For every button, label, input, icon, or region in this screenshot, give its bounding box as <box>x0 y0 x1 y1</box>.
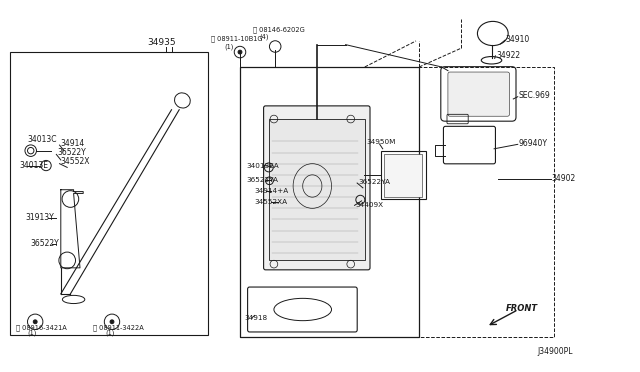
Text: 34950M: 34950M <box>366 139 396 145</box>
Text: 34935: 34935 <box>147 38 176 47</box>
Text: Ⓑ 08146-6202G: Ⓑ 08146-6202G <box>253 26 305 33</box>
Circle shape <box>33 320 37 324</box>
Circle shape <box>110 320 114 324</box>
Text: 36522YA: 36522YA <box>246 177 278 183</box>
Text: Ⓝ 08911-3422A: Ⓝ 08911-3422A <box>93 324 143 331</box>
Text: 36522Y: 36522Y <box>58 148 86 157</box>
Text: 31913Y: 31913Y <box>26 213 54 222</box>
Text: 34914: 34914 <box>61 139 85 148</box>
Text: 96940Y: 96940Y <box>518 139 547 148</box>
Text: 34013EA: 34013EA <box>246 163 279 169</box>
Text: 34922: 34922 <box>497 51 521 60</box>
Text: Ⓞ 08916-3421A: Ⓞ 08916-3421A <box>16 324 67 331</box>
Text: SEC.969: SEC.969 <box>518 92 550 100</box>
Bar <box>269 119 365 260</box>
Text: 36522Y: 36522Y <box>30 239 59 248</box>
Text: 34013C: 34013C <box>28 135 57 144</box>
Text: 34409X: 34409X <box>355 202 383 208</box>
FancyBboxPatch shape <box>448 72 509 116</box>
Text: 34910: 34910 <box>506 35 530 44</box>
Text: (1): (1) <box>27 330 36 336</box>
Text: FRONT: FRONT <box>506 304 538 312</box>
Text: 34914+A: 34914+A <box>254 188 289 194</box>
Text: 34902: 34902 <box>552 174 576 183</box>
Text: (1): (1) <box>224 43 234 50</box>
Bar <box>240 67 419 337</box>
Text: 36522YA: 36522YA <box>358 179 390 185</box>
FancyBboxPatch shape <box>264 106 370 270</box>
Text: 34013E: 34013E <box>19 161 48 170</box>
Bar <box>381 151 426 199</box>
Circle shape <box>238 50 242 54</box>
Text: J34900PL: J34900PL <box>538 347 573 356</box>
Text: 34552XA: 34552XA <box>254 199 287 205</box>
Text: 34552X: 34552X <box>61 157 90 166</box>
Bar <box>384 154 422 197</box>
Bar <box>10 52 208 335</box>
Text: Ⓝ 08911-10B1G: Ⓝ 08911-10B1G <box>211 36 262 42</box>
Bar <box>240 67 554 337</box>
Text: (4): (4) <box>260 34 269 41</box>
Text: 34918: 34918 <box>244 315 268 321</box>
Text: (1): (1) <box>106 330 115 336</box>
